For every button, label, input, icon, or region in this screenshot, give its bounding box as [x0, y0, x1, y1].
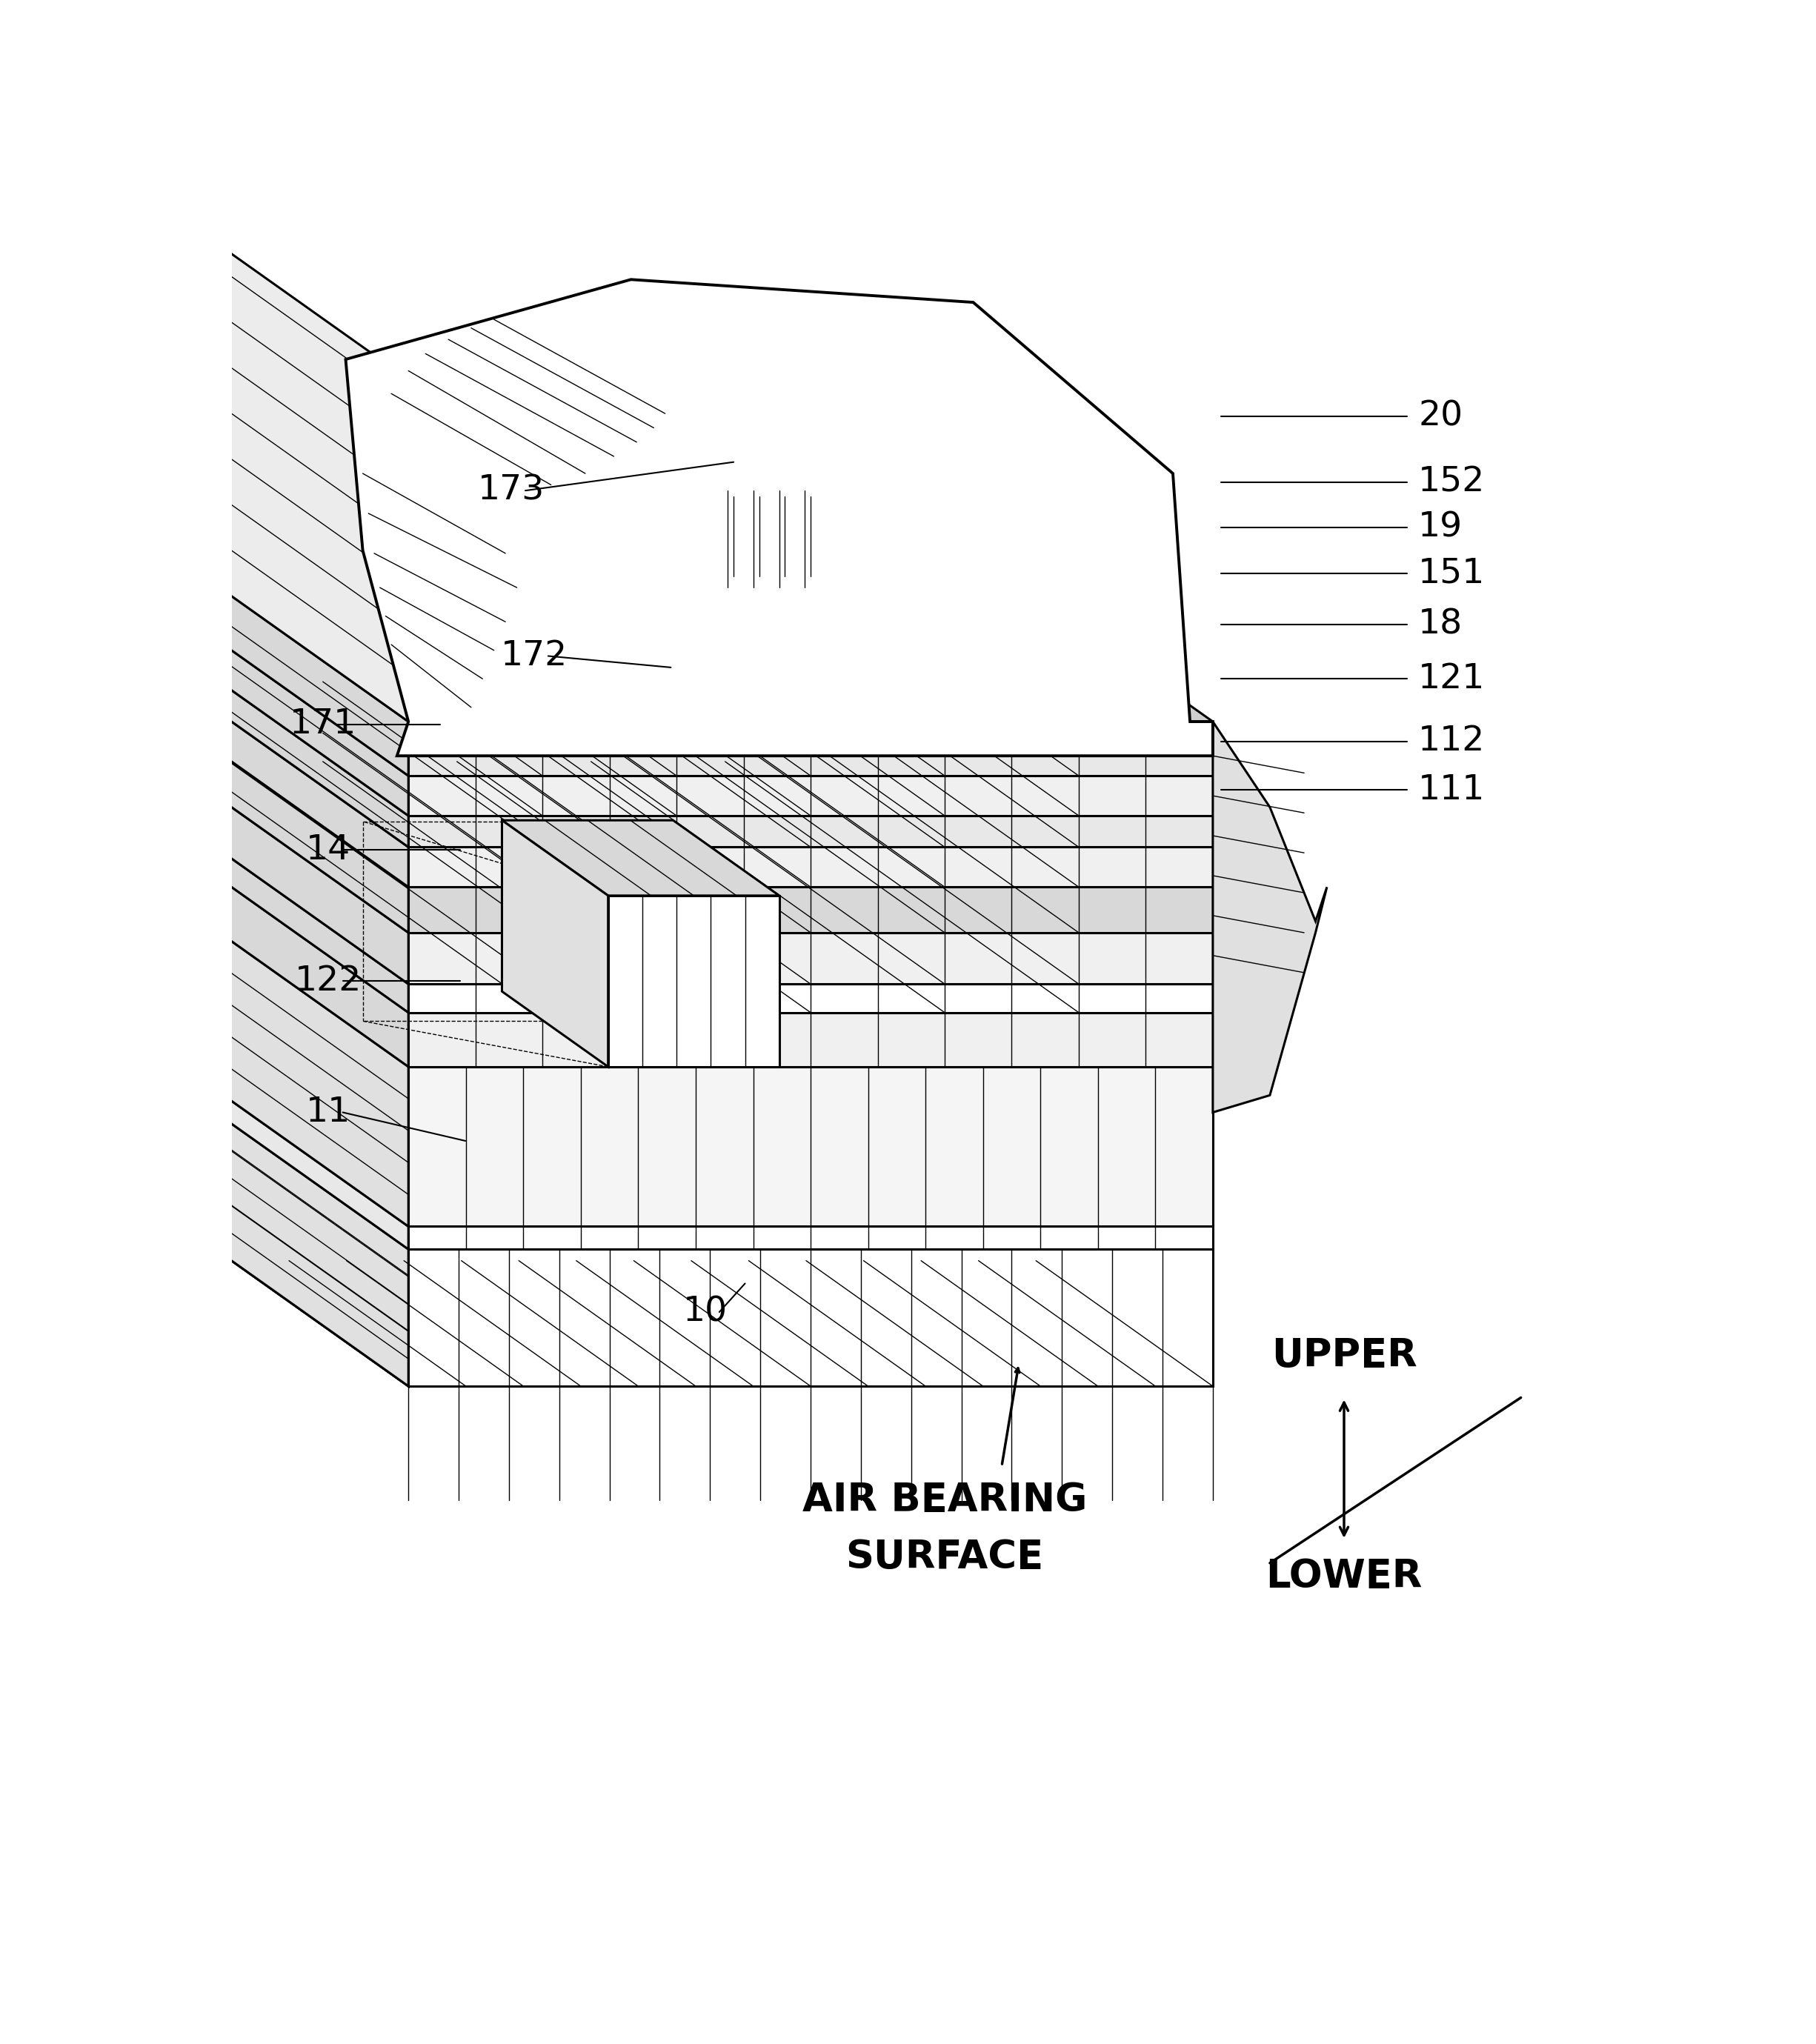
- Polygon shape: [54, 564, 1213, 816]
- Polygon shape: [54, 762, 1213, 1012]
- Polygon shape: [54, 525, 1213, 777]
- Text: 152: 152: [1418, 466, 1485, 499]
- Text: 112: 112: [1418, 726, 1485, 758]
- Polygon shape: [54, 525, 409, 816]
- Polygon shape: [54, 229, 409, 722]
- Text: 173: 173: [478, 474, 545, 507]
- Polygon shape: [54, 975, 409, 1249]
- Text: 20: 20: [1418, 401, 1462, 433]
- Polygon shape: [409, 1067, 1213, 1226]
- Text: 172: 172: [501, 640, 567, 672]
- Polygon shape: [409, 1226, 1213, 1249]
- Text: 11: 11: [307, 1096, 350, 1128]
- Polygon shape: [54, 470, 409, 777]
- Text: AIR BEARING: AIR BEARING: [803, 1482, 1088, 1519]
- Polygon shape: [409, 816, 1213, 846]
- Polygon shape: [54, 816, 409, 1226]
- Polygon shape: [54, 597, 409, 887]
- Polygon shape: [54, 734, 409, 1012]
- Polygon shape: [409, 722, 1213, 777]
- Text: 122: 122: [294, 965, 361, 997]
- Polygon shape: [54, 683, 409, 983]
- Text: 19: 19: [1418, 511, 1464, 544]
- Polygon shape: [1213, 722, 1327, 1112]
- Text: 111: 111: [1418, 773, 1485, 807]
- Text: 14: 14: [307, 834, 350, 867]
- Polygon shape: [409, 983, 1213, 1012]
- Polygon shape: [54, 470, 409, 1386]
- Text: 10: 10: [683, 1296, 728, 1329]
- Polygon shape: [54, 564, 409, 846]
- Text: LOWER: LOWER: [1266, 1558, 1422, 1596]
- Polygon shape: [54, 816, 1213, 1067]
- Polygon shape: [608, 895, 779, 1067]
- Polygon shape: [54, 734, 1213, 983]
- Polygon shape: [409, 1249, 1213, 1386]
- Polygon shape: [409, 846, 1213, 887]
- Polygon shape: [54, 597, 1213, 846]
- Polygon shape: [54, 997, 409, 1386]
- Polygon shape: [54, 997, 1213, 1249]
- Polygon shape: [409, 777, 1213, 816]
- Text: 171: 171: [289, 707, 356, 742]
- Text: 18: 18: [1418, 607, 1464, 642]
- Polygon shape: [501, 820, 608, 1067]
- Polygon shape: [54, 762, 409, 1067]
- Text: 151: 151: [1418, 556, 1485, 591]
- Text: 121: 121: [1418, 662, 1485, 695]
- Polygon shape: [54, 683, 1213, 932]
- Polygon shape: [54, 636, 409, 932]
- Polygon shape: [345, 280, 1213, 756]
- Polygon shape: [54, 470, 1213, 722]
- Polygon shape: [501, 820, 779, 895]
- Polygon shape: [409, 932, 1213, 983]
- Polygon shape: [54, 636, 1213, 887]
- Polygon shape: [54, 1134, 1213, 1386]
- Polygon shape: [54, 975, 1213, 1226]
- Polygon shape: [409, 1012, 1213, 1067]
- Text: UPPER: UPPER: [1271, 1337, 1416, 1376]
- Text: SURFACE: SURFACE: [846, 1537, 1044, 1576]
- Polygon shape: [409, 887, 1213, 932]
